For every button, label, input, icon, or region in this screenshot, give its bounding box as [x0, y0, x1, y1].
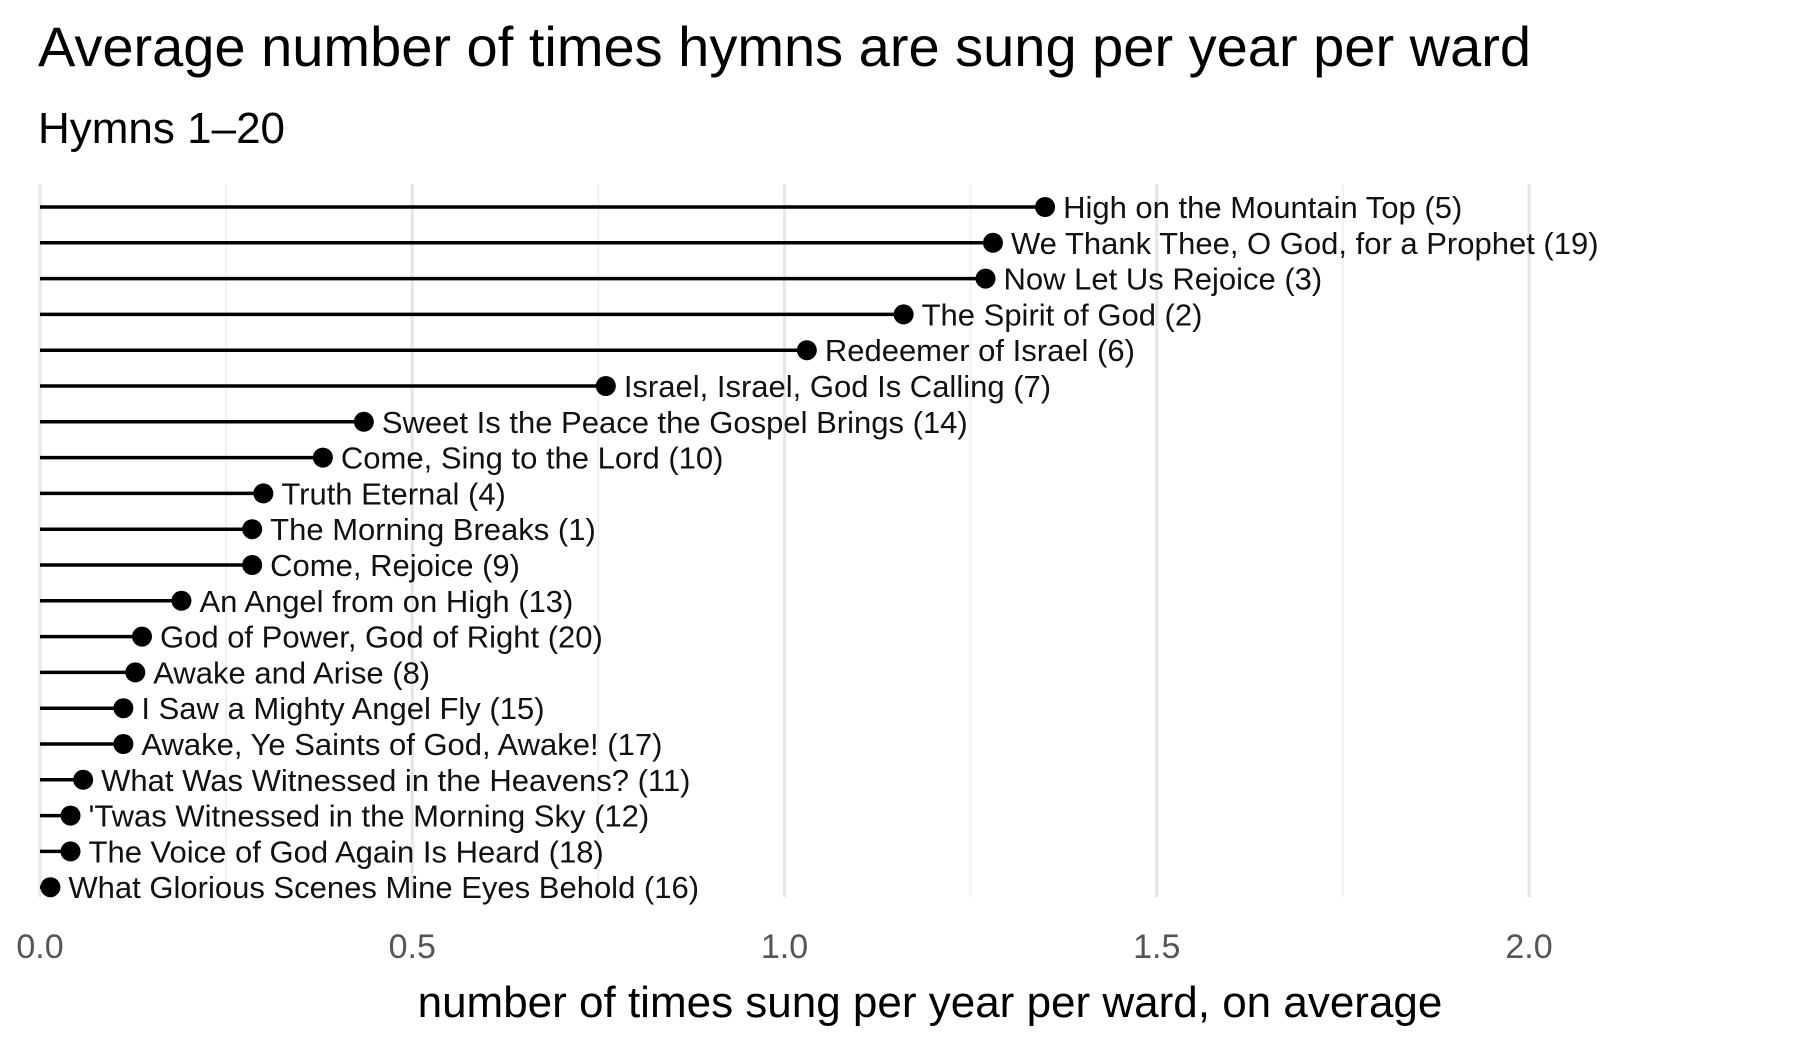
- chart-title: Average number of times hymns are sung p…: [38, 15, 1531, 78]
- lollipop-dot: [131, 626, 152, 647]
- lollipop-dot: [312, 447, 333, 468]
- gridlines: [38, 184, 1531, 897]
- lollipop-dot: [73, 769, 94, 790]
- point-label: Truth Eternal (4): [281, 476, 506, 511]
- lollipop-dot: [242, 519, 263, 540]
- point-label: Come, Rejoice (9): [270, 548, 520, 583]
- chart-subtitle: Hymns 1–20: [38, 104, 285, 153]
- x-tick-label: 1.5: [1133, 928, 1180, 966]
- point-label: The Voice of God Again Is Heard (18): [89, 834, 604, 869]
- x-axis-title: number of times sung per year per ward, …: [418, 978, 1443, 1027]
- x-tick-label: 0.5: [389, 928, 436, 966]
- point-label: God of Power, God of Right (20): [160, 620, 603, 655]
- lollipop-row: High on the Mountain Top (5): [40, 190, 1462, 225]
- lollipop-row: Awake and Arise (8): [40, 655, 430, 690]
- x-tick-label: 1.0: [761, 928, 808, 966]
- point-label: I Saw a Mighty Angel Fly (15): [141, 691, 544, 726]
- lollipop-dot: [253, 483, 274, 504]
- lollipop-row: The Spirit of God (2): [40, 297, 1202, 332]
- point-label: What Was Witnessed in the Heavens? (11): [101, 763, 690, 798]
- lollipop-row: God of Power, God of Right (20): [40, 620, 603, 655]
- lollipop-row: Awake, Ye Saints of God, Awake! (17): [40, 727, 662, 762]
- lollipop-dot: [113, 734, 134, 754]
- lollipop-dot: [975, 268, 996, 289]
- lollipop-dot: [1035, 197, 1056, 217]
- lollipop-row: What Was Witnessed in the Heavens? (11): [40, 763, 690, 798]
- point-label: Redeemer of Israel (6): [825, 333, 1135, 368]
- lollipop-row: Redeemer of Israel (6): [40, 333, 1135, 368]
- point-label: Now Let Us Rejoice (3): [1004, 262, 1323, 297]
- lollipop-row: We Thank Thee, O God, for a Prophet (19): [40, 226, 1599, 261]
- point-label: 'Twas Witnessed in the Morning Sky (12): [89, 799, 650, 834]
- lollipop-dot: [171, 590, 192, 611]
- lollipop-dot: [893, 304, 914, 325]
- lollipop-row: The Voice of God Again Is Heard (18): [40, 834, 604, 869]
- lollipop-row: 'Twas Witnessed in the Morning Sky (12): [40, 799, 649, 834]
- point-label: What Glorious Scenes Mine Eyes Behold (1…: [68, 870, 699, 905]
- x-axis-ticks: 0.0 0.5 1.0 1.5 2.0: [16, 928, 1552, 966]
- lollipop-row: The Morning Breaks (1): [40, 512, 596, 547]
- point-label: Awake and Arise (8): [153, 655, 430, 690]
- lollipop-row: What Glorious Scenes Mine Eyes Behold (1…: [40, 870, 699, 905]
- lollipop-dot: [353, 411, 374, 432]
- point-label: We Thank Thee, O God, for a Prophet (19): [1011, 226, 1599, 261]
- point-label: Israel, Israel, God Is Calling (7): [624, 369, 1051, 404]
- lollipop-row: I Saw a Mighty Angel Fly (15): [40, 691, 545, 726]
- point-label: Come, Sing to the Lord (10): [341, 441, 724, 476]
- lollipop-row: An Angel from on High (13): [40, 584, 573, 619]
- lollipop-row: Sweet Is the Peace the Gospel Brings (14…: [40, 405, 968, 440]
- lollipop-dot: [60, 841, 81, 862]
- lollipop-dot: [60, 805, 81, 826]
- lollipop-row: Come, Rejoice (9): [40, 548, 520, 583]
- lollipop-dot: [796, 340, 817, 361]
- point-label: Awake, Ye Saints of God, Awake! (17): [141, 727, 662, 762]
- lollipop-row: Come, Sing to the Lord (10): [40, 441, 723, 476]
- x-tick-label: 2.0: [1505, 928, 1552, 966]
- point-label: An Angel from on High (13): [199, 584, 573, 619]
- x-tick-label: 0.0: [16, 928, 63, 966]
- lollipop-row: Now Let Us Rejoice (3): [40, 262, 1322, 297]
- lollipop-row: Truth Eternal (4): [40, 476, 506, 511]
- lollipop-dot: [242, 555, 263, 575]
- point-label: The Spirit of God (2): [922, 297, 1203, 332]
- lollipop-dot: [113, 698, 134, 719]
- lollipop-dot: [595, 376, 616, 396]
- lollipop-row: Israel, Israel, God Is Calling (7): [40, 369, 1051, 404]
- lollipop-marks: High on the Mountain Top (5)We Thank The…: [40, 190, 1599, 905]
- lollipop-dot: [125, 662, 146, 683]
- point-label: High on the Mountain Top (5): [1063, 190, 1462, 225]
- lollipop-dot: [982, 232, 1003, 253]
- lollipop-dot: [40, 877, 61, 898]
- point-label: The Morning Breaks (1): [270, 512, 596, 547]
- point-label: Sweet Is the Peace the Gospel Brings (14…: [382, 405, 968, 440]
